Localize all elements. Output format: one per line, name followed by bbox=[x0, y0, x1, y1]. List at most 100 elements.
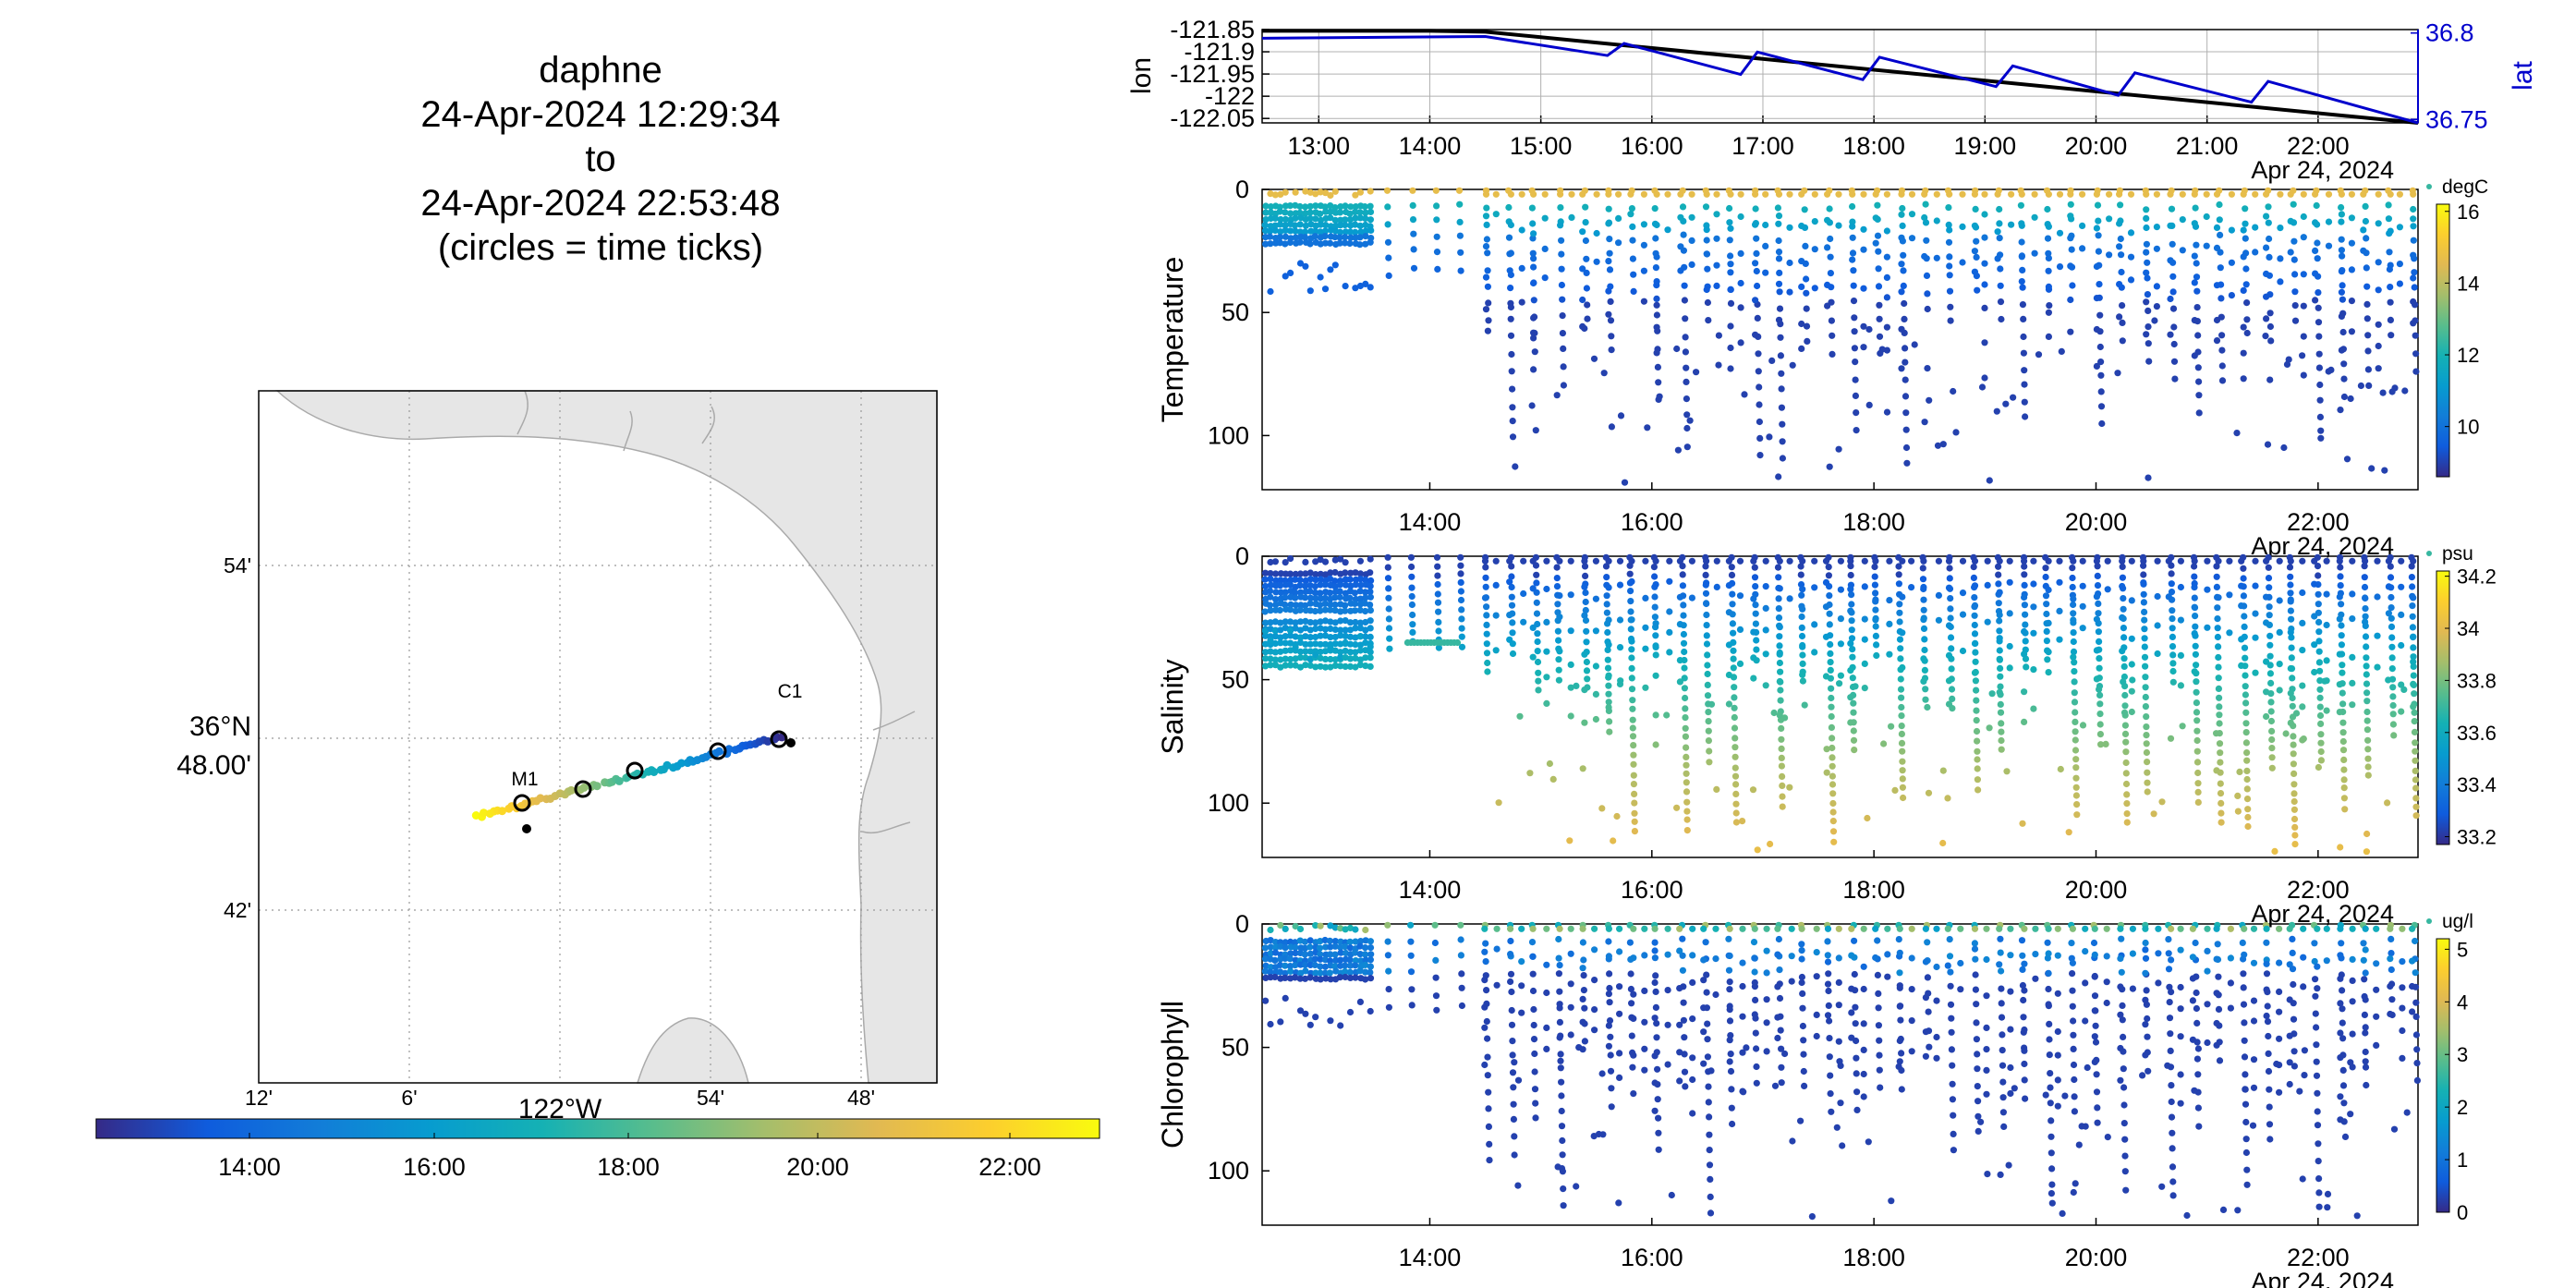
data-point bbox=[2234, 808, 2242, 815]
data-point bbox=[1327, 569, 1334, 577]
data-point bbox=[1327, 266, 1334, 273]
data-point bbox=[1301, 951, 1308, 958]
data-point bbox=[1853, 1088, 1861, 1096]
data-point bbox=[1272, 570, 1280, 577]
data-point bbox=[1896, 636, 1904, 643]
data-point bbox=[2213, 730, 2220, 737]
data-point bbox=[1876, 301, 1883, 309]
data-point bbox=[2323, 957, 2330, 965]
data-point bbox=[1654, 1065, 1661, 1073]
data-point bbox=[1605, 557, 1612, 565]
data-point bbox=[1581, 557, 1588, 565]
data-point bbox=[2239, 939, 2246, 946]
data-point bbox=[1902, 444, 1911, 452]
data-point bbox=[1385, 615, 1392, 623]
data-point bbox=[1331, 577, 1339, 585]
data-point bbox=[1306, 626, 1314, 634]
data-point bbox=[2242, 709, 2250, 716]
data-point bbox=[1935, 616, 1942, 624]
data-point bbox=[1756, 401, 1763, 408]
data-point bbox=[2030, 666, 2037, 674]
data-point bbox=[1847, 571, 1854, 579]
data-point bbox=[2021, 601, 2028, 609]
data-point bbox=[1921, 252, 1928, 261]
data-point bbox=[1751, 925, 1758, 932]
data-point bbox=[2072, 756, 2080, 763]
data-point bbox=[2263, 712, 2270, 721]
data-point bbox=[1973, 717, 1980, 724]
data-point bbox=[1971, 594, 1978, 601]
data-point bbox=[1983, 992, 1990, 1000]
data-point bbox=[1864, 814, 1871, 822]
data-point bbox=[1617, 412, 1625, 419]
data-point bbox=[1292, 922, 1299, 930]
x-tick-label: 15:00 bbox=[1510, 132, 1573, 160]
data-point bbox=[1267, 626, 1274, 633]
data-point bbox=[2191, 603, 2198, 611]
data-point bbox=[1981, 281, 1988, 288]
data-point bbox=[1861, 660, 1868, 668]
data-point bbox=[1640, 241, 1647, 249]
data-point bbox=[1729, 620, 1736, 627]
data-point bbox=[2363, 689, 2371, 697]
data-point bbox=[2340, 776, 2348, 784]
station-marker-c1 bbox=[786, 738, 796, 747]
data-point bbox=[2117, 1044, 2124, 1052]
data-point bbox=[1593, 258, 1600, 265]
data-point bbox=[1902, 426, 1910, 433]
data-point bbox=[2336, 709, 2343, 716]
data-point bbox=[2242, 281, 2250, 288]
data-point bbox=[1556, 988, 1563, 995]
data-point bbox=[1554, 627, 1561, 635]
data-point bbox=[1997, 664, 2004, 673]
data-point bbox=[2054, 1027, 2061, 1036]
data-point bbox=[1287, 967, 1294, 975]
data-point bbox=[1434, 265, 1441, 273]
river bbox=[623, 410, 633, 452]
data-point bbox=[2167, 257, 2174, 264]
data-point bbox=[2143, 298, 2150, 306]
data-point bbox=[2142, 954, 2150, 962]
data-point bbox=[2296, 1088, 2303, 1095]
data-point bbox=[2095, 600, 2102, 608]
data-point bbox=[2388, 654, 2396, 662]
data-point bbox=[2314, 239, 2321, 247]
data-point bbox=[1778, 385, 1785, 393]
data-point bbox=[1581, 583, 1588, 590]
colorbar-unit: psu bbox=[2442, 543, 2473, 565]
data-point bbox=[2032, 951, 2039, 958]
data-point bbox=[1679, 966, 1686, 974]
data-point bbox=[2386, 249, 2393, 256]
data-point bbox=[2362, 1063, 2370, 1071]
data-point bbox=[2141, 653, 2149, 661]
data-point bbox=[2067, 296, 2074, 304]
data-point bbox=[1352, 214, 1359, 222]
data-point bbox=[1750, 628, 1757, 636]
river bbox=[861, 821, 911, 833]
data-point bbox=[1559, 330, 1566, 337]
data-point bbox=[2243, 757, 2251, 764]
data-point bbox=[1727, 322, 1734, 330]
data-point bbox=[2117, 235, 2124, 243]
data-point bbox=[1276, 239, 1283, 247]
data-point bbox=[2215, 685, 2222, 693]
data-point bbox=[2070, 1017, 2077, 1025]
data-point bbox=[1337, 949, 1344, 956]
data-point bbox=[2145, 358, 2153, 365]
data-point bbox=[1900, 794, 1907, 802]
data-point bbox=[1529, 624, 1537, 632]
data-point bbox=[1767, 840, 1774, 848]
data-point bbox=[1483, 204, 1490, 212]
data-point bbox=[1317, 662, 1324, 670]
data-point bbox=[1321, 239, 1330, 247]
data-point bbox=[2047, 1084, 2054, 1091]
data-point bbox=[2216, 1057, 2224, 1064]
data-point bbox=[1629, 1063, 1636, 1071]
data-point bbox=[2169, 305, 2178, 312]
data-point bbox=[1799, 651, 1806, 659]
data-point bbox=[1944, 925, 1951, 932]
data-point bbox=[1530, 279, 1537, 287]
data-point bbox=[1292, 949, 1299, 957]
data-point bbox=[1302, 558, 1309, 566]
data-point bbox=[1706, 1113, 1713, 1121]
